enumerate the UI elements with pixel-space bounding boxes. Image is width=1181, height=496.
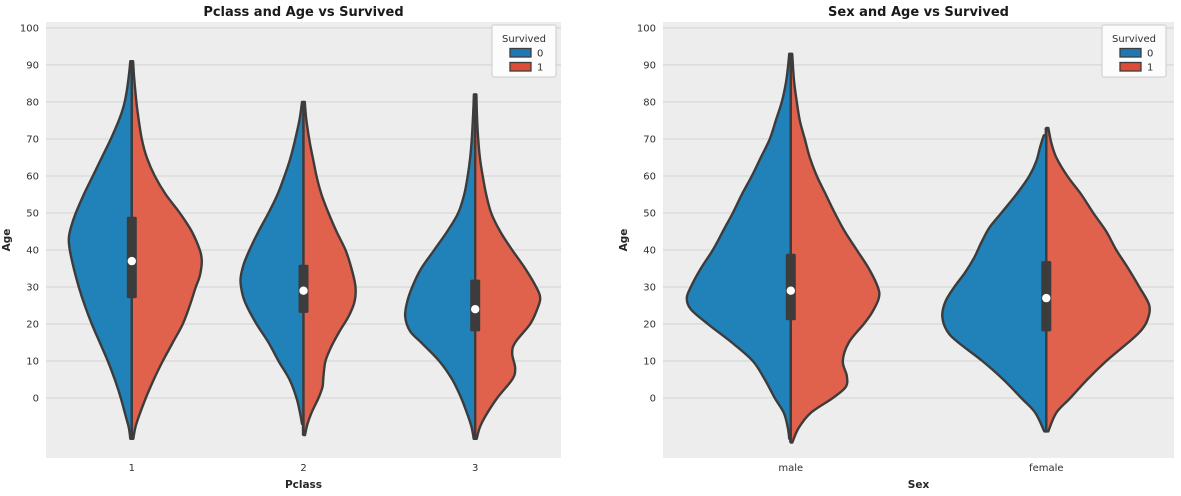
- legend-label-0: 0: [537, 49, 543, 60]
- y-axis-label: Age: [618, 229, 630, 252]
- y-tick-label: 50: [643, 209, 656, 220]
- x-tick-label: 3: [472, 463, 478, 474]
- violin-pclass-1-survived-0: [67, 60, 133, 440]
- legend-title: Survived: [1112, 34, 1156, 45]
- legend-label-1: 1: [537, 63, 543, 74]
- legend-label-0: 0: [1147, 49, 1153, 60]
- y-tick-label: 0: [33, 394, 39, 405]
- y-tick-label: 20: [643, 320, 656, 331]
- plot-title: Pclass and Age vs Survived: [203, 5, 403, 20]
- violin-pclass-1-survived-1: [130, 60, 203, 440]
- violin-sex-female-survived-1: [1045, 126, 1151, 433]
- legend: Survived 0 1: [1101, 24, 1167, 78]
- x-tick-label: 2: [300, 463, 306, 474]
- y-tick-label: 80: [26, 97, 39, 108]
- y-tick-label: 30: [643, 283, 656, 294]
- y-tick-label: 70: [643, 135, 656, 146]
- y-tick-label: 10: [643, 357, 656, 368]
- median-dot: [786, 286, 795, 295]
- y-tick-label: 20: [26, 320, 39, 331]
- x-tick-label: 1: [129, 463, 135, 474]
- x-tick-label: male: [778, 463, 803, 474]
- legend-swatch-0: [1119, 47, 1142, 58]
- x-axis-label: Sex: [908, 479, 930, 491]
- median-dot: [471, 305, 480, 314]
- violin-sex-female-survived-0: [941, 134, 1048, 433]
- legend: Survived 0 1: [491, 24, 557, 78]
- x-axis-label: Pclass: [285, 479, 322, 491]
- legend-swatch-1: [509, 61, 532, 72]
- violin-pclass-2-survived-1: [302, 100, 357, 437]
- violin-pclass-3-survived-1: [474, 93, 542, 440]
- median-dot: [127, 256, 136, 266]
- y-tick-label: 70: [26, 135, 39, 146]
- legend-swatch-1: [1119, 61, 1142, 72]
- y-tick-label: 60: [26, 172, 39, 183]
- legend-title: Survived: [502, 34, 546, 45]
- median-dot: [299, 286, 308, 295]
- violin-sex-male-survived-1: [789, 52, 881, 444]
- y-axis-label: Age: [1, 229, 13, 252]
- violin-pclass-3-survived-0: [403, 93, 477, 440]
- y-tick-label: 80: [643, 97, 656, 108]
- y-tick-label: 100: [20, 23, 39, 34]
- y-tick-label: 50: [26, 209, 39, 220]
- y-tick-label: 40: [26, 246, 39, 257]
- y-tick-label: 90: [26, 60, 39, 71]
- x-tick-label: female: [1029, 463, 1063, 474]
- y-tick-label: 100: [637, 23, 656, 34]
- y-tick-label: 10: [26, 357, 39, 368]
- legend-label-1: 1: [1147, 63, 1153, 74]
- plot-title: Sex and Age vs Survived: [828, 5, 1009, 20]
- y-tick-label: 40: [643, 246, 656, 257]
- y-tick-label: 90: [643, 60, 656, 71]
- median-dot: [1042, 293, 1051, 303]
- violin-pclass-2-survived-0: [239, 100, 305, 426]
- violin-sex-male-survived-0: [685, 52, 792, 440]
- legend-swatch-0: [509, 47, 532, 58]
- y-tick-label: 60: [643, 172, 656, 183]
- y-tick-label: 30: [26, 283, 39, 294]
- y-tick-label: 0: [650, 394, 656, 405]
